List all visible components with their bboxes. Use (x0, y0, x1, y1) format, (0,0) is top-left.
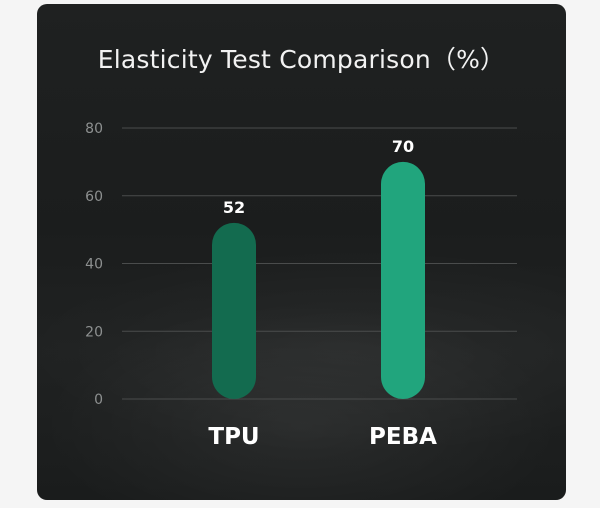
bar-peba (381, 161, 425, 399)
bar-tpu (212, 222, 256, 399)
chart-title: Elasticity Test Comparison（%） (97, 45, 506, 74)
y-tick-label: 40 (85, 257, 103, 273)
grid-layer (122, 127, 517, 400)
bar-chart: 0 20 40 60 80 52 TPU 70 PEBA (85, 121, 517, 450)
data-label-peba: 70 (392, 137, 414, 156)
bar-layer (212, 161, 425, 399)
category-label-peba: PEBA (369, 424, 437, 450)
chart-card: Elasticity Test Comparison（%） 0 20 40 60 80 5… (37, 4, 566, 500)
data-label-tpu: 52 (223, 198, 245, 217)
category-label-tpu: TPU (208, 424, 259, 450)
y-tick-label: 20 (85, 324, 103, 340)
y-tick-label: 0 (94, 392, 103, 408)
label-layer: 0 20 40 60 80 52 TPU 70 PEBA (85, 121, 437, 450)
y-tick-label: 60 (85, 189, 103, 205)
y-tick-label: 80 (85, 121, 103, 137)
